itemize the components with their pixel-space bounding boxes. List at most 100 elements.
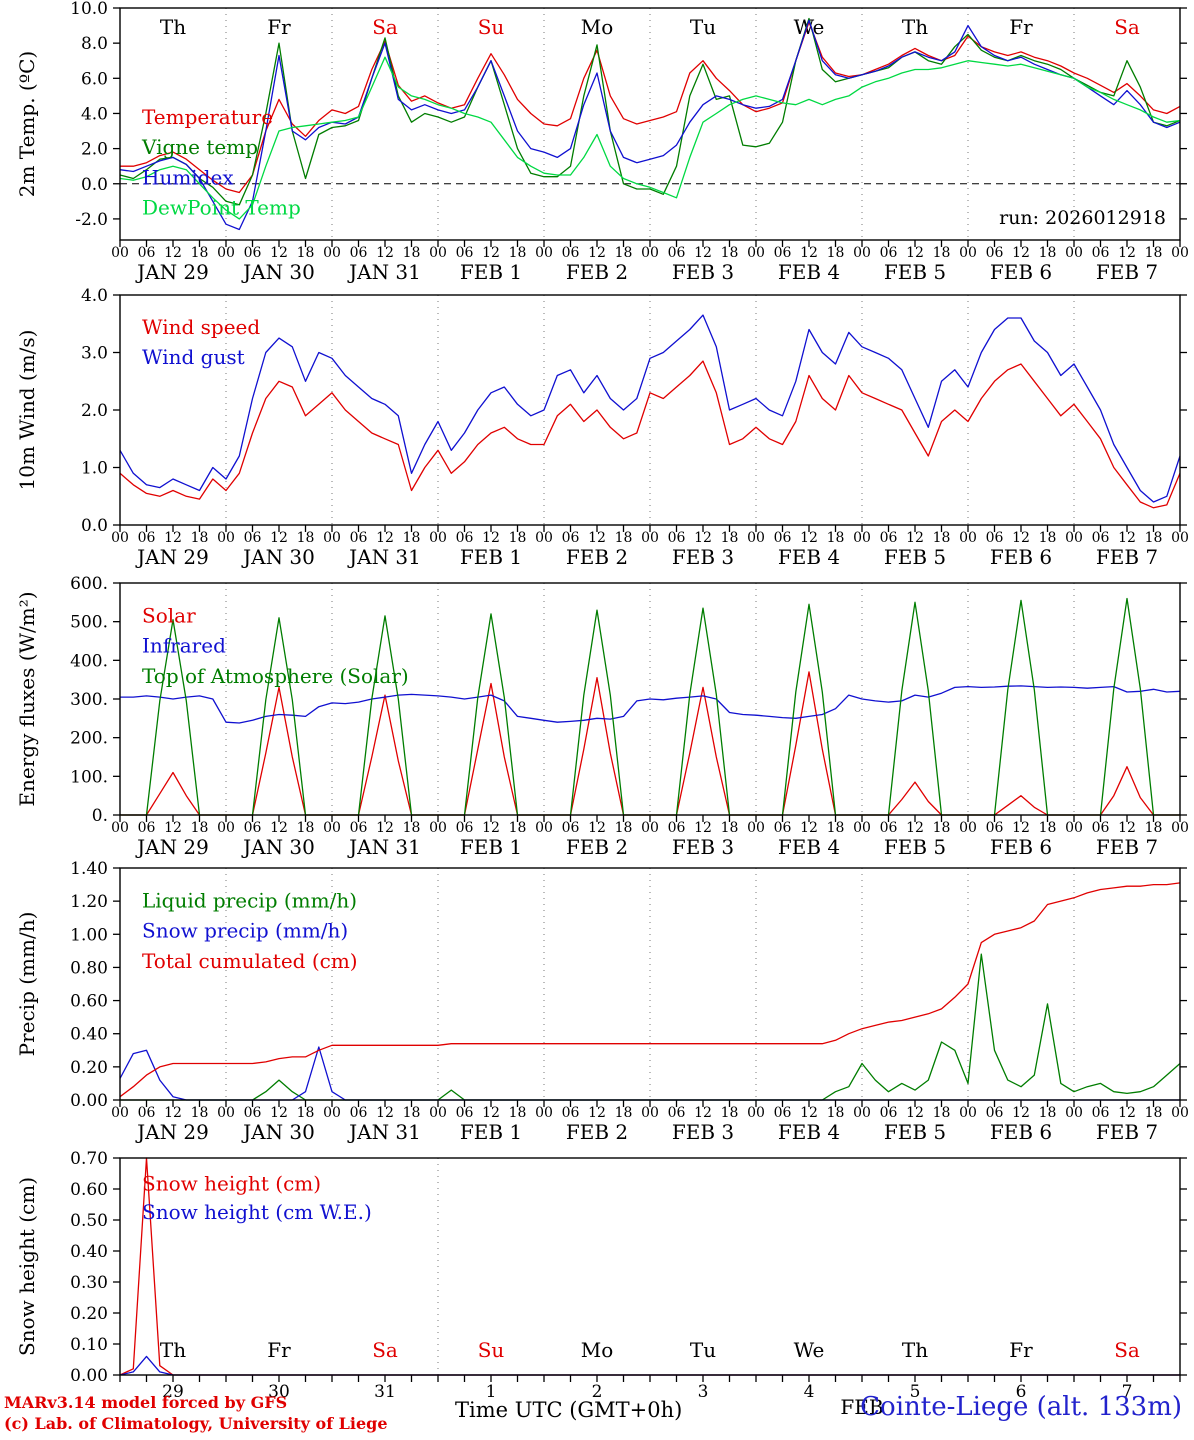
hour-label: 00: [535, 245, 553, 261]
hour-label: 12: [482, 245, 500, 261]
hour-label: 00: [747, 530, 765, 546]
hour-label: 00: [641, 1105, 659, 1121]
y-tick-label: 2.0: [81, 140, 108, 160]
legend-dewpoint-temp: DewPoint Temp: [142, 195, 301, 219]
hour-label: 00: [853, 530, 871, 546]
hour-label: 00: [535, 1105, 553, 1121]
hour-label: 06: [1092, 820, 1110, 836]
series-infrared: [120, 685, 1181, 724]
run-label: run: 2026012918: [999, 207, 1166, 229]
day-number-label: 4: [804, 1382, 815, 1402]
y-tick-label: 0.10: [70, 1335, 108, 1355]
weekday-label: Su: [478, 15, 505, 39]
hour-label: 06: [880, 530, 898, 546]
day-number-label: 1: [486, 1382, 497, 1402]
hour-label: 18: [297, 530, 315, 546]
y-tick-label: 0.60: [70, 992, 108, 1012]
date-label: FEB 4: [778, 835, 840, 859]
hour-label: 00: [217, 245, 235, 261]
hour-label: 18: [827, 1105, 845, 1121]
y-tick-label: 1.20: [70, 892, 108, 912]
date-label: FEB 2: [566, 1120, 628, 1144]
hour-label: 00: [959, 820, 977, 836]
legend-top-of-atmosphere-solar: Top of Atmosphere (Solar): [142, 664, 409, 688]
day-number-label: 5: [910, 1382, 921, 1402]
hour-label: 18: [1039, 820, 1057, 836]
hour-label: 12: [164, 245, 182, 261]
y-tick-label: 200.: [70, 729, 108, 749]
hour-label: 12: [1118, 1105, 1136, 1121]
hour-label: 06: [668, 245, 686, 261]
month-label: FEB: [840, 1395, 883, 1419]
hour-label: 00: [429, 530, 447, 546]
station-label: Cointe-Liege (alt. 133m): [860, 1392, 1182, 1422]
y-tick-label: 0.70: [70, 1149, 108, 1169]
date-label: JAN 29: [135, 835, 209, 859]
hour-label: 06: [986, 245, 1004, 261]
hour-label: 12: [906, 245, 924, 261]
y-tick-label: 0.20: [70, 1304, 108, 1324]
hour-label: 18: [933, 530, 951, 546]
plot-frame: [119, 7, 1181, 241]
y-tick-label: 0.00: [70, 1366, 108, 1386]
weekday-label: Sa: [372, 1338, 398, 1362]
hour-label: 00: [1171, 1105, 1189, 1121]
hour-label: 06: [456, 820, 474, 836]
day-number-label: 30: [268, 1382, 290, 1402]
y-tick-label: 0.00: [70, 1091, 108, 1111]
hour-label: 18: [1145, 1105, 1163, 1121]
hour-label: 12: [588, 820, 606, 836]
hour-label: 12: [376, 245, 394, 261]
hour-label: 18: [403, 1105, 421, 1121]
model-credit-line1: MARv3.14 model forced by GFS: [4, 1393, 288, 1412]
date-label: FEB 4: [778, 1120, 840, 1144]
hour-label: 06: [668, 820, 686, 836]
legend-temperature: Temperature: [142, 105, 273, 129]
hour-label: 06: [880, 245, 898, 261]
hour-label: 00: [323, 820, 341, 836]
hour-label: 06: [244, 245, 262, 261]
panel-snow: 0.70 0.60 0.50 0.40 0.30 0.20 0.10 0.00 29 30 31 1 2…: [15, 1149, 1187, 1419]
date-label: JAN 31: [347, 835, 421, 859]
hour-label: 18: [933, 1105, 951, 1121]
hour-label: 12: [588, 530, 606, 546]
legend-solar: Solar: [142, 603, 196, 627]
date-label: JAN 29: [135, 1120, 209, 1144]
weekday-label: Sa: [1114, 1338, 1140, 1362]
date-label: FEB 5: [884, 260, 946, 284]
date-label: FEB 1: [460, 545, 522, 569]
hour-label: 18: [297, 245, 315, 261]
y-tick-label: 500.: [70, 613, 108, 633]
weekday-label: Mo: [581, 1338, 614, 1362]
hour-label: 00: [1171, 245, 1189, 261]
date-label: FEB 2: [566, 835, 628, 859]
hour-label: 06: [880, 1105, 898, 1121]
hour-label: 12: [1118, 245, 1136, 261]
date-label: FEB 2: [566, 260, 628, 284]
hour-label: 18: [509, 530, 527, 546]
hour-label: 12: [270, 820, 288, 836]
model-credit-line2: (c) Lab. of Climatology, University of L…: [4, 1414, 388, 1433]
y-tick-label: 1.0: [81, 459, 108, 479]
hour-label: 00: [853, 245, 871, 261]
hour-label: 18: [191, 245, 209, 261]
date-label: JAN 31: [347, 545, 421, 569]
hour-label: 18: [1145, 530, 1163, 546]
hour-label: 06: [350, 530, 368, 546]
hour-label: 12: [800, 820, 818, 836]
weekday-label: Th: [902, 1338, 928, 1362]
hour-label: 12: [482, 820, 500, 836]
date-label: FEB 1: [460, 260, 522, 284]
hour-label: 00: [1065, 245, 1083, 261]
hour-label: 00: [1065, 1105, 1083, 1121]
plot-frame: [119, 1157, 1181, 1376]
panel-temperature: 10.08.06.04.02.00.0-2.000 06 12 18 00 06 12 18 0…: [15, 0, 1189, 284]
hour-label: 00: [1171, 530, 1189, 546]
hour-label: 06: [1092, 245, 1110, 261]
hour-label: 12: [800, 245, 818, 261]
hour-label: 00: [1171, 820, 1189, 836]
day-number-label: 2: [592, 1382, 603, 1402]
hour-label: 00: [429, 820, 447, 836]
